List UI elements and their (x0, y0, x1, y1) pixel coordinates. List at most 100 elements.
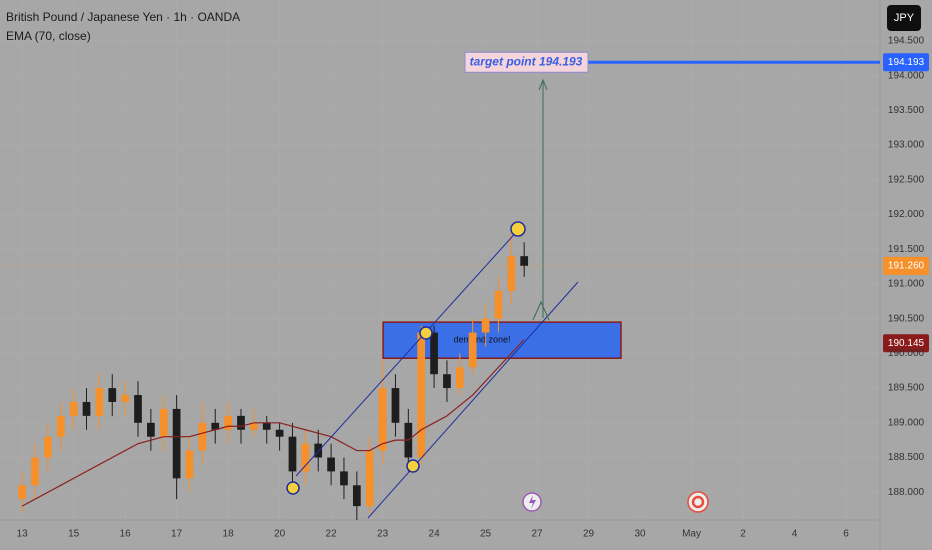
swing-point (286, 481, 300, 495)
x-tick-label: 22 (326, 529, 338, 540)
event-icon-glyph (691, 495, 705, 509)
price-label-box (883, 53, 929, 72)
candle-body (494, 290, 503, 319)
x-tick-label: 29 (583, 529, 595, 540)
x-tick-label: 20 (274, 529, 286, 540)
candle-body (108, 388, 117, 402)
x-tick-label: May (682, 529, 701, 540)
candle-body (327, 457, 335, 472)
candle-body (172, 408, 181, 479)
candle-body (121, 395, 129, 402)
x-tick-label: 16 (120, 529, 132, 540)
x-tick-label: 18 (223, 529, 235, 540)
swing-point (419, 326, 433, 340)
candle-body (507, 256, 516, 291)
candle-body (185, 450, 194, 479)
candle-body (134, 395, 142, 423)
candle-body (224, 415, 232, 430)
candle-body (95, 388, 104, 416)
candle-body (31, 457, 39, 486)
candle-body (211, 422, 220, 430)
candle-body (18, 485, 27, 500)
candle-body (481, 318, 490, 333)
candle-body (275, 429, 284, 437)
candle-body (147, 422, 155, 437)
candle-body (365, 450, 374, 507)
x-tick-label: 30 (634, 529, 646, 540)
price-label-box (883, 256, 929, 275)
x-tick-label: 23 (377, 529, 389, 540)
candle-body (468, 332, 477, 368)
y-tick-label: 193.500 (888, 105, 925, 116)
y-tick-label: 191.500 (888, 244, 925, 255)
x-tick-label: 25 (480, 529, 492, 540)
candle-body (455, 367, 464, 389)
candle-body (340, 471, 348, 486)
event-icon[interactable] (687, 491, 709, 513)
candle-body (301, 443, 310, 472)
candle-body (352, 485, 361, 507)
candle-body (249, 422, 258, 430)
y-tick-label: 189.500 (888, 383, 925, 394)
zigzag (532, 300, 550, 321)
price-label: 191.260 (888, 261, 925, 272)
price-label: 194.193 (888, 57, 925, 68)
candle-body (378, 388, 387, 451)
candle-body (391, 388, 400, 423)
y-tick-label: 191.000 (888, 279, 925, 290)
zone-label: demand zone! (454, 335, 511, 345)
plot (18, 228, 529, 520)
swing-point (406, 459, 420, 473)
indicator-label: EMA (70, close) (6, 29, 91, 43)
x-tick-label: 15 (68, 529, 80, 540)
arrow-head (538, 78, 548, 91)
x-tick-label: 6 (843, 529, 849, 540)
overlay: target point 194.193 194.193 191.260 190.14… (0, 51, 929, 353)
swing-point (510, 221, 526, 237)
y-tick-label: 194.000 (888, 70, 925, 81)
candle-body (520, 256, 529, 266)
candle-body (198, 422, 207, 451)
x-tick-label: 24 (429, 529, 441, 540)
price-label: 190.145 (888, 338, 925, 349)
candle-body (430, 332, 438, 375)
currency-label: JPY (894, 12, 915, 24)
candle-body (56, 415, 65, 437)
x-tick-label: 2 (740, 529, 746, 540)
channel-line (295, 227, 521, 477)
candle-body (417, 332, 426, 458)
channel-line (367, 281, 579, 519)
grid (0, 0, 880, 520)
y-tick-label: 190.000 (888, 348, 925, 359)
target-label: target point 194.193 (470, 54, 583, 68)
candle-body (443, 374, 451, 389)
symbol-title: British Pound / Japanese Yen · 1h · OAND… (6, 10, 240, 24)
y-tick-label: 192.000 (888, 209, 925, 220)
candle-body (44, 436, 52, 458)
event-icon-glyph (529, 495, 536, 509)
x-tick-label: 17 (171, 529, 183, 540)
candle-body (237, 415, 245, 430)
x-tick-label: 4 (792, 529, 798, 540)
candle-body (314, 443, 323, 458)
candle-body (262, 422, 271, 430)
y-tick-label: 190.500 (888, 313, 925, 324)
x-tick-label: 27 (532, 529, 544, 540)
ema-line (21, 339, 525, 507)
y-tick-label: 189.000 (888, 417, 925, 428)
candle-body (69, 401, 78, 416)
candle-body (82, 401, 91, 416)
y-tick-label: 194.500 (888, 36, 925, 47)
price-label-box (883, 334, 929, 353)
candle-body (288, 436, 297, 472)
x-tick-label: 13 (17, 529, 29, 540)
currency-button[interactable] (887, 5, 921, 31)
y-tick-label: 192.500 (888, 174, 925, 185)
target-box (464, 51, 589, 73)
candle-body (159, 408, 168, 437)
y-tick-label: 188.500 (888, 452, 925, 463)
y-tick-label: 188.000 (888, 487, 925, 498)
y-tick-label: 193.000 (888, 140, 925, 151)
